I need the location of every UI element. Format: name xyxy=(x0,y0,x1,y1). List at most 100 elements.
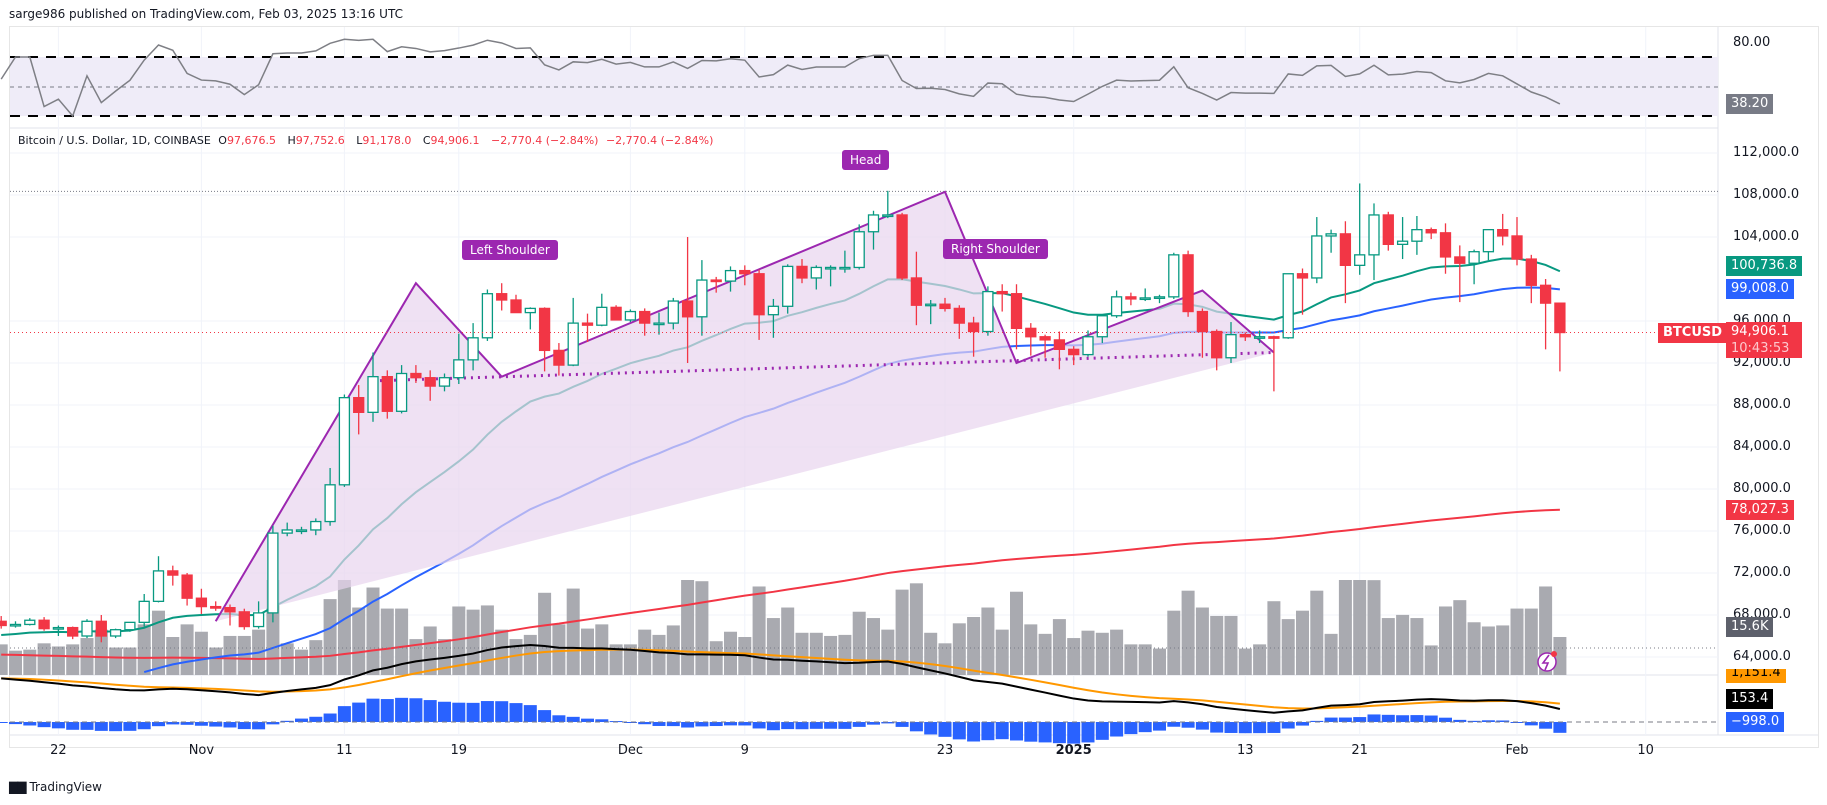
macd-hist-bar xyxy=(509,703,523,722)
volume-bar xyxy=(1281,619,1295,675)
candle-down xyxy=(1211,330,1223,359)
macd-hist-bar xyxy=(709,722,723,727)
candle-up xyxy=(653,322,665,326)
macd-hist-bar xyxy=(1010,722,1023,741)
macd-hist-bar xyxy=(166,722,180,725)
candle-up xyxy=(438,377,451,387)
volume-bar xyxy=(380,608,394,675)
brand-name: TradingView xyxy=(29,780,102,794)
volume-bar xyxy=(137,624,151,675)
volume-bar xyxy=(509,639,523,675)
candle-up xyxy=(295,529,308,533)
macd-hist-bar xyxy=(1381,714,1395,722)
price-tick: 72,000.0 xyxy=(1733,565,1791,580)
candle-up xyxy=(782,265,794,307)
volume-bar xyxy=(480,605,494,675)
volume-bar xyxy=(867,618,880,675)
macd-hist-bar xyxy=(1024,722,1038,742)
macd-signal-line xyxy=(1,648,1560,710)
macd-hist-bar xyxy=(738,722,752,726)
candle-up xyxy=(124,621,136,631)
legend-low: 91,178.0 xyxy=(362,134,412,147)
volume-bar xyxy=(881,629,895,675)
date-tick: 13 xyxy=(1237,743,1254,758)
macd-hist-bar xyxy=(1210,722,1224,733)
macd-hist-bar xyxy=(924,722,938,735)
price-tick: 84,000.0 xyxy=(1733,439,1791,454)
candle-up xyxy=(824,266,837,270)
volume-bar xyxy=(752,586,766,675)
macd-hist-bar xyxy=(838,722,852,729)
volume-bar xyxy=(1367,580,1381,675)
macd-hist-bar xyxy=(681,722,695,728)
volume-bar xyxy=(1481,626,1495,675)
candle-up xyxy=(1253,336,1266,339)
candle-down xyxy=(510,299,522,314)
macd-hist-bar xyxy=(395,697,409,722)
macd-hist-bar xyxy=(1052,722,1066,744)
macd-hist-bar xyxy=(981,722,995,741)
macd-hist-bar xyxy=(795,722,809,730)
macd-hist-bar xyxy=(538,710,552,722)
macd-hist-bar xyxy=(295,718,308,722)
publisher-header: sarge986 published on TradingView.com, F… xyxy=(9,7,403,21)
volume-bar xyxy=(1081,630,1095,675)
candle-down xyxy=(639,310,651,324)
rsi-band xyxy=(10,57,1718,116)
candle-down xyxy=(796,265,808,279)
macd-hist-bar xyxy=(652,722,666,726)
volume-bar xyxy=(1210,615,1224,675)
candle-down xyxy=(1425,228,1437,234)
candle-down xyxy=(1539,284,1552,304)
macd-hist-bar xyxy=(1153,722,1166,731)
volume-bar xyxy=(1439,606,1452,675)
macd-hist-bar xyxy=(1553,722,1567,733)
candle-down xyxy=(1010,293,1023,330)
macd-hist-bar xyxy=(1539,722,1553,729)
candle-up xyxy=(52,626,65,630)
lightning-assistant-icon[interactable] xyxy=(1537,651,1557,672)
volume-bar xyxy=(695,581,709,675)
candle-down xyxy=(739,269,751,275)
volume-bar xyxy=(995,629,1009,675)
volume-bar xyxy=(37,643,51,675)
legend-high: 97,752.6 xyxy=(295,134,345,147)
macd-hist-bar xyxy=(23,722,37,726)
candle-down xyxy=(1296,273,1309,279)
legend-open-label: O xyxy=(218,134,227,147)
volume-bar xyxy=(824,635,838,675)
macd-hist-bar xyxy=(995,722,1009,740)
date-tick: 19 xyxy=(450,743,468,758)
macd-hist-bar xyxy=(194,722,208,726)
head-label[interactable]: Head xyxy=(842,150,890,170)
candle-down xyxy=(1382,214,1394,245)
candle-down xyxy=(1239,333,1251,338)
candle-up xyxy=(624,310,637,321)
volume-bar xyxy=(495,629,509,675)
volume-bar xyxy=(466,609,480,675)
volume-bar xyxy=(1396,614,1410,675)
volume-bar xyxy=(1324,633,1338,675)
pattern-fill xyxy=(215,191,1274,622)
date-tick: 2025 xyxy=(1055,743,1092,758)
volume-bar xyxy=(280,643,294,675)
macd-hist-bar xyxy=(1410,715,1424,722)
volume-bar xyxy=(0,644,8,675)
macd-signal-tag: 1,151.4 xyxy=(1726,669,1786,683)
left-shoulder-label[interactable]: Left Shoulder xyxy=(462,240,558,260)
date-tick: 21 xyxy=(1351,743,1368,758)
candle-up xyxy=(1168,254,1180,298)
right-shoulder-label[interactable]: Right Shoulder xyxy=(943,239,1048,259)
legend-open: 97,676.5 xyxy=(226,134,276,147)
date-tick: 11 xyxy=(336,743,353,758)
ema-slow-line xyxy=(1,508,1560,660)
chart-frame[interactable] xyxy=(9,26,1819,748)
macd-hist-tag: −998.0 xyxy=(1726,712,1785,732)
macd-hist-bar xyxy=(237,722,251,730)
price-tick: 76,000.0 xyxy=(1733,523,1791,538)
date-tick: 23 xyxy=(936,743,954,758)
candle-up xyxy=(395,372,408,412)
tradingview-brand[interactable]: ▇▇ TradingView xyxy=(9,780,102,794)
volume-bar xyxy=(1296,610,1309,675)
